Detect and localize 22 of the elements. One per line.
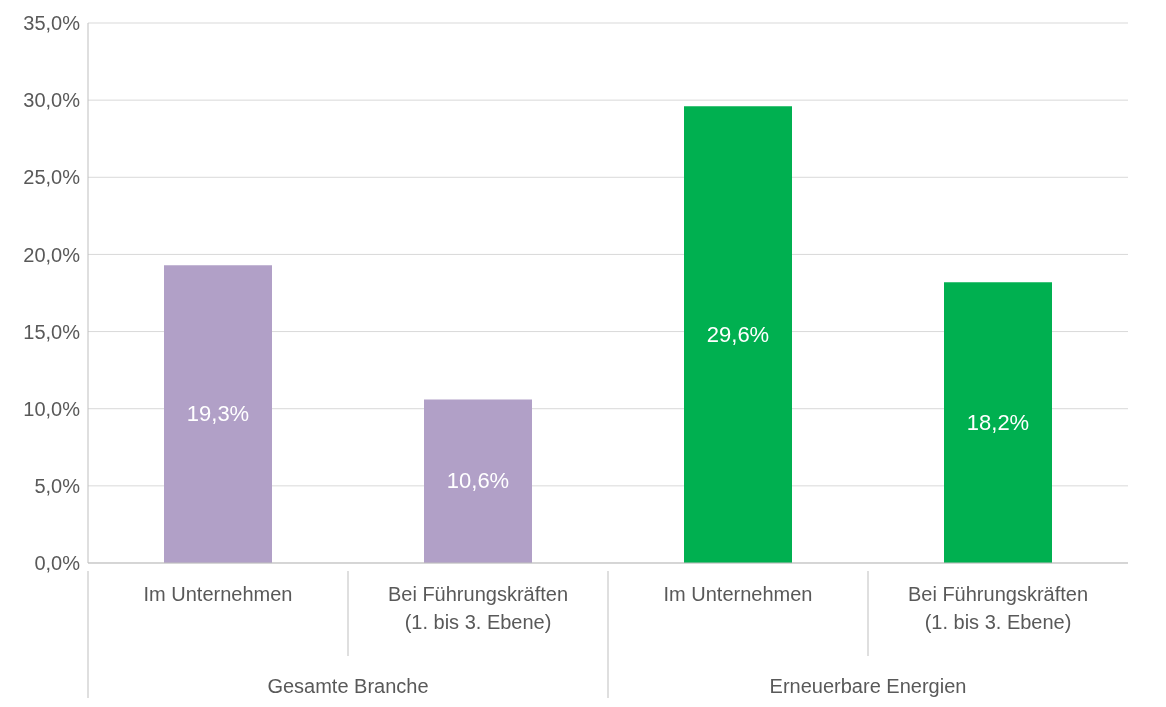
data-label: 10,6% [446,468,510,494]
y-tick-label: 10,0% [23,397,81,420]
y-tick-label: 0,0% [34,552,81,575]
text: Erneuerbare Energien [769,675,967,697]
y-tick-label: 30,0% [23,89,81,112]
x-tick-label: Bei Führungskräften (1. bis 3. Ebene) [387,583,569,633]
data-label: 19,3% [186,401,250,427]
text: Gesamte Branche [267,675,429,697]
x-tick-label: Im Unternehmen [143,583,293,605]
bar [164,265,272,563]
y-tick-label: 20,0% [23,243,81,266]
y-tick-label: 5,0% [34,474,81,497]
data-label: 18,2% [966,409,1030,435]
x-tick-label: Bei Führungskräften (1. bis 3. Ebene) [907,583,1089,633]
bar [944,282,1052,563]
y-tick-label: 35,0% [23,12,81,35]
y-tick-label: 15,0% [23,320,81,343]
x-tick-label: Im Unternehmen [663,583,813,605]
bar [684,106,792,563]
y-tick-label: 25,0% [23,166,81,189]
bar [424,399,532,563]
data-label: 29,6% [706,321,770,347]
